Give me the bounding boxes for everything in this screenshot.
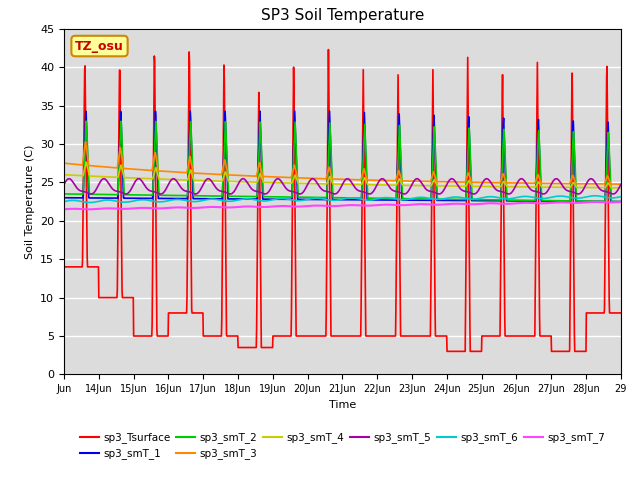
sp3_smT_1 [474, 198, 482, 204]
sp3_smT_7 [556, 200, 563, 205]
Line: sp3_smT_3: sp3_smT_3 [64, 142, 621, 184]
sp3_Tsurface [60, 264, 68, 270]
sp3_smT_2 [610, 199, 618, 204]
sp3_smT_4 [617, 185, 625, 191]
sp3_Tsurface [611, 310, 618, 316]
sp3_smT_1 [317, 197, 325, 203]
sp3_smT_6 [556, 193, 563, 199]
Line: sp3_smT_4: sp3_smT_4 [64, 162, 621, 188]
sp3_smT_4 [474, 183, 482, 189]
sp3_Tsurface [324, 47, 332, 52]
sp3_Tsurface [147, 333, 155, 339]
X-axis label: Time: Time [329, 400, 356, 409]
sp3_smT_4 [60, 172, 68, 178]
sp3_smT_7 [85, 206, 93, 212]
sp3_smT_6 [474, 196, 482, 202]
sp3_smT_4 [83, 159, 90, 165]
sp3_Tsurface [474, 348, 482, 354]
sp3_smT_2 [83, 118, 90, 124]
sp3_smT_6 [617, 194, 625, 200]
sp3_smT_6 [317, 196, 325, 202]
Line: sp3_Tsurface: sp3_Tsurface [64, 49, 621, 351]
sp3_smT_2 [556, 198, 563, 204]
sp3_smT_5 [552, 176, 560, 181]
sp3_Tsurface [328, 333, 336, 339]
Title: SP3 Soil Temperature: SP3 Soil Temperature [260, 9, 424, 24]
Y-axis label: Soil Temperature (C): Soil Temperature (C) [24, 144, 35, 259]
sp3_smT_6 [328, 197, 336, 203]
Line: sp3_smT_6: sp3_smT_6 [64, 196, 621, 203]
sp3_smT_3 [148, 168, 156, 173]
Line: sp3_smT_1: sp3_smT_1 [64, 111, 621, 202]
Line: sp3_smT_7: sp3_smT_7 [64, 202, 621, 209]
sp3_smT_1 [60, 195, 68, 201]
sp3_smT_3 [474, 180, 482, 185]
sp3_smT_7 [617, 199, 625, 205]
sp3_smT_7 [317, 203, 325, 208]
sp3_smT_1 [617, 199, 625, 204]
sp3_smT_5 [435, 191, 443, 197]
sp3_smT_2 [474, 197, 482, 203]
sp3_Tsurface [617, 310, 625, 316]
sp3_smT_7 [148, 205, 156, 211]
sp3_smT_6 [611, 195, 618, 201]
sp3_smT_3 [328, 175, 336, 181]
sp3_smT_5 [317, 186, 325, 192]
sp3_smT_3 [617, 181, 625, 187]
sp3_smT_3 [81, 139, 89, 145]
sp3_smT_1 [328, 189, 336, 195]
sp3_smT_7 [328, 203, 336, 209]
sp3_smT_1 [326, 108, 333, 114]
sp3_smT_6 [86, 200, 93, 205]
sp3_smT_1 [556, 198, 563, 204]
sp3_smT_7 [60, 206, 68, 212]
sp3_smT_3 [610, 181, 618, 187]
Line: sp3_smT_5: sp3_smT_5 [64, 179, 621, 194]
sp3_smT_5 [474, 188, 482, 194]
Legend: sp3_Tsurface, sp3_smT_1, sp3_smT_2, sp3_smT_3, sp3_smT_4, sp3_smT_5, sp3_smT_6, : sp3_Tsurface, sp3_smT_1, sp3_smT_2, sp3_… [76, 428, 609, 463]
sp3_smT_6 [60, 199, 68, 204]
sp3_smT_2 [317, 194, 325, 200]
sp3_smT_5 [617, 181, 625, 187]
Text: TZ_osu: TZ_osu [75, 39, 124, 52]
sp3_smT_5 [60, 181, 68, 187]
sp3_smT_6 [148, 198, 156, 204]
sp3_smT_7 [611, 200, 618, 205]
sp3_Tsurface [317, 333, 325, 339]
sp3_smT_7 [474, 201, 482, 207]
sp3_smT_4 [556, 184, 563, 190]
sp3_smT_5 [147, 188, 155, 194]
sp3_smT_3 [317, 176, 325, 181]
sp3_Tsurface [556, 348, 564, 354]
sp3_smT_4 [328, 179, 336, 185]
sp3_smT_2 [148, 192, 156, 198]
sp3_smT_4 [610, 185, 618, 191]
sp3_smT_5 [328, 190, 335, 196]
sp3_smT_5 [611, 191, 618, 197]
sp3_smT_5 [556, 179, 564, 184]
sp3_smT_4 [317, 181, 325, 187]
sp3_smT_6 [591, 193, 599, 199]
sp3_smT_2 [60, 191, 68, 197]
sp3_smT_2 [617, 199, 625, 204]
sp3_smT_4 [148, 176, 156, 181]
Line: sp3_smT_2: sp3_smT_2 [64, 121, 621, 202]
sp3_smT_7 [592, 199, 600, 205]
sp3_smT_3 [60, 160, 68, 166]
sp3_smT_1 [610, 199, 618, 204]
sp3_smT_3 [556, 180, 563, 186]
sp3_smT_1 [147, 195, 155, 201]
sp3_smT_2 [328, 172, 336, 178]
sp3_Tsurface [444, 348, 451, 354]
